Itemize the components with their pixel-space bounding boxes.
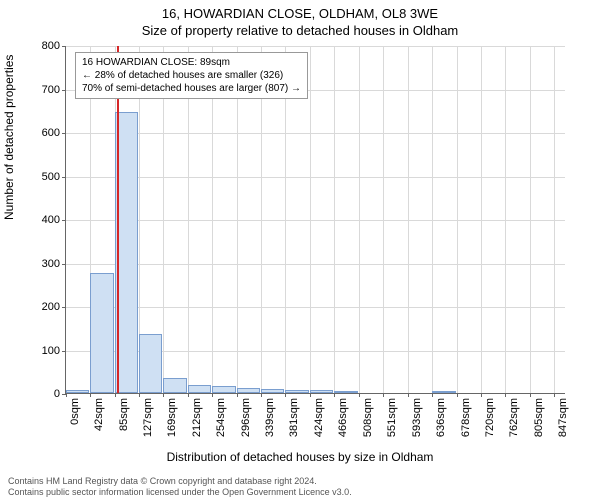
xtick-mark — [115, 393, 116, 397]
xtick-label: 424sqm — [313, 398, 325, 458]
gridline-v — [481, 46, 482, 393]
histogram-bar — [334, 391, 357, 393]
ytick-mark — [62, 177, 66, 178]
annotation-line2: ← 28% of detached houses are smaller (32… — [82, 69, 301, 82]
ytick-label: 800 — [10, 40, 60, 52]
ytick-label: 600 — [10, 127, 60, 139]
gridline-v — [432, 46, 433, 393]
ytick-mark — [62, 264, 66, 265]
histogram-bar — [432, 391, 455, 393]
ytick-label: 100 — [10, 345, 60, 357]
histogram-bar — [139, 334, 162, 393]
xtick-mark — [285, 393, 286, 397]
histogram-bar — [285, 390, 309, 393]
gridline-v — [554, 46, 555, 393]
ytick-mark — [62, 351, 66, 352]
chart-container: 16, HOWARDIAN CLOSE, OLDHAM, OL8 3WE Siz… — [0, 0, 600, 500]
ytick-mark — [62, 307, 66, 308]
gridline-v — [408, 46, 409, 393]
annotation-line3: 70% of semi-detached houses are larger (… — [82, 82, 301, 95]
xtick-label: 212sqm — [191, 398, 203, 458]
title-line2: Size of property relative to detached ho… — [0, 21, 600, 38]
ytick-label: 200 — [10, 301, 60, 313]
xtick-label: 805sqm — [533, 398, 545, 458]
xtick-mark — [383, 393, 384, 397]
gridline-h — [66, 307, 565, 308]
ytick-label: 0 — [10, 388, 60, 400]
xtick-mark — [163, 393, 164, 397]
xtick-mark — [457, 393, 458, 397]
xtick-mark — [188, 393, 189, 397]
xtick-label: 127sqm — [142, 398, 154, 458]
histogram-bar — [310, 390, 333, 393]
xtick-label: 678sqm — [460, 398, 472, 458]
xtick-label: 508sqm — [362, 398, 374, 458]
gridline-v — [334, 46, 335, 393]
ytick-label: 400 — [10, 214, 60, 226]
ytick-mark — [62, 46, 66, 47]
title-line1: 16, HOWARDIAN CLOSE, OLDHAM, OL8 3WE — [0, 0, 600, 21]
xtick-label: 381sqm — [288, 398, 300, 458]
xtick-label: 339sqm — [264, 398, 276, 458]
xtick-mark — [66, 393, 67, 397]
histogram-bar — [163, 378, 187, 393]
xtick-mark — [334, 393, 335, 397]
gridline-h — [66, 264, 565, 265]
footer-line1: Contains HM Land Registry data © Crown c… — [8, 476, 352, 487]
histogram-bar — [237, 388, 261, 393]
xtick-label: 720sqm — [484, 398, 496, 458]
gridline-v — [359, 46, 360, 393]
xtick-mark — [432, 393, 433, 397]
xtick-mark — [261, 393, 262, 397]
histogram-bar — [66, 390, 89, 393]
xtick-label: 296sqm — [240, 398, 252, 458]
footer-line2: Contains public sector information licen… — [8, 487, 352, 498]
ytick-mark — [62, 133, 66, 134]
xtick-mark — [310, 393, 311, 397]
histogram-bar — [261, 389, 284, 393]
xtick-label: 0sqm — [69, 398, 81, 458]
xtick-mark — [90, 393, 91, 397]
xtick-mark — [408, 393, 409, 397]
gridline-v — [505, 46, 506, 393]
xtick-label: 466sqm — [337, 398, 349, 458]
ytick-label: 300 — [10, 258, 60, 270]
gridline-v — [530, 46, 531, 393]
gridline-v — [310, 46, 311, 393]
xtick-mark — [139, 393, 140, 397]
xtick-label: 551sqm — [386, 398, 398, 458]
ytick-label: 700 — [10, 84, 60, 96]
gridline-h — [66, 133, 565, 134]
gridline-h — [66, 220, 565, 221]
xtick-mark — [554, 393, 555, 397]
xtick-label: 593sqm — [411, 398, 423, 458]
gridline-v — [457, 46, 458, 393]
ytick-mark — [62, 90, 66, 91]
xtick-label: 254sqm — [215, 398, 227, 458]
xtick-label: 762sqm — [508, 398, 520, 458]
footer-attribution: Contains HM Land Registry data © Crown c… — [8, 476, 352, 498]
xtick-mark — [237, 393, 238, 397]
ytick-label: 500 — [10, 171, 60, 183]
gridline-h — [66, 177, 565, 178]
xtick-label: 847sqm — [557, 398, 569, 458]
xtick-label: 85sqm — [118, 398, 130, 458]
annotation-box: 16 HOWARDIAN CLOSE: 89sqm ← 28% of detac… — [75, 52, 308, 99]
histogram-bar — [188, 385, 211, 393]
xtick-label: 169sqm — [166, 398, 178, 458]
xtick-mark — [481, 393, 482, 397]
gridline-v — [383, 46, 384, 393]
ytick-mark — [62, 220, 66, 221]
annotation-line1: 16 HOWARDIAN CLOSE: 89sqm — [82, 56, 301, 69]
xtick-mark — [505, 393, 506, 397]
xtick-mark — [212, 393, 213, 397]
histogram-bar — [90, 273, 114, 393]
xtick-label: 636sqm — [435, 398, 447, 458]
xtick-mark — [530, 393, 531, 397]
xtick-mark — [359, 393, 360, 397]
xtick-label: 42sqm — [93, 398, 105, 458]
histogram-bar — [212, 386, 235, 393]
gridline-h — [66, 46, 565, 47]
